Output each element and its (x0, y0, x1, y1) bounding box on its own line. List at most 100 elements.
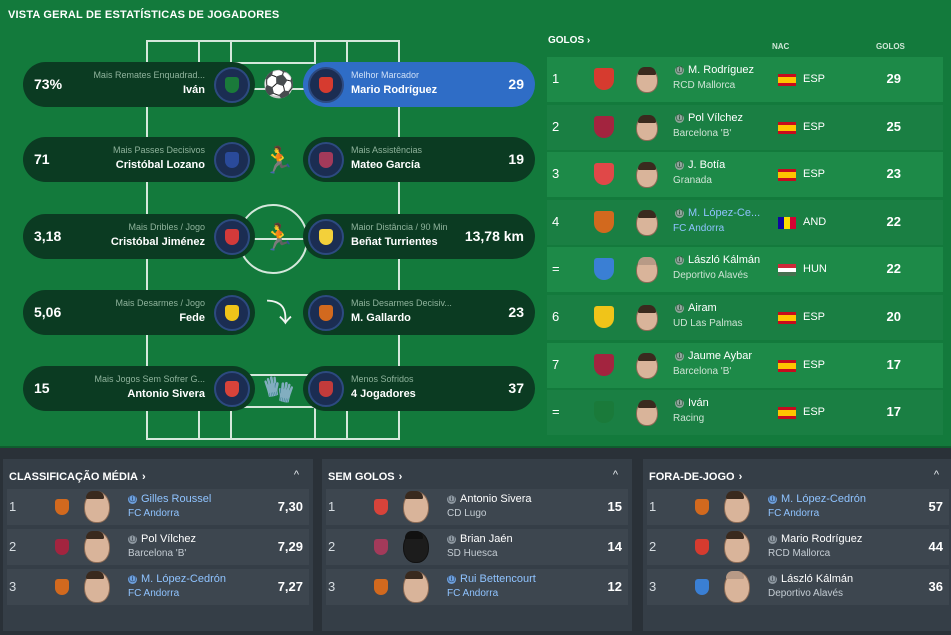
player-name-link[interactable]: ⓘ Pol Vílchez (675, 112, 743, 124)
leaderboard-row[interactable]: 3 ⓘ László Kálmán Deportivo Alavés 36 (647, 569, 949, 605)
player-name-link[interactable]: ⓘ László Kálmán (675, 254, 760, 266)
panel-title-link[interactable]: CLASSIFICAÇÃO MÉDIA › (9, 471, 146, 483)
club-name-link[interactable]: Deportivo Alavés (768, 588, 844, 599)
stat-player-name[interactable]: 4 Jogadores (351, 388, 416, 400)
stat-pill-right[interactable]: 23 Mais Desarmes Decisiv... M. Gallardo (303, 290, 535, 335)
player-name-link[interactable]: ⓘ László Kálmán (768, 573, 853, 585)
golos-table-row[interactable]: 4 ⓘ M. López-Ce... FC Andorra AND 22 (547, 199, 943, 245)
info-icon[interactable]: ⓘ (768, 495, 777, 504)
info-icon[interactable]: ⓘ (675, 161, 684, 171)
club-name-link[interactable]: Deportivo Alavés (673, 270, 749, 282)
club-name-link[interactable]: RCD Mallorca (768, 548, 831, 559)
player-name-link[interactable]: ⓘ Pol Vílchez (128, 533, 196, 545)
stat-pill-left[interactable]: 73% Mais Remates Enquadrad... Iván (23, 62, 255, 107)
stat-player-name[interactable]: Beñat Turrientes (351, 236, 438, 248)
leaderboard-row[interactable]: 3 ⓘ M. López-Cedrón FC Andorra 7,27 (7, 569, 309, 605)
club-name-link[interactable]: UD Las Palmas (673, 318, 743, 329)
stat-value: 73% (34, 76, 63, 92)
leaderboard-row[interactable]: 1 ⓘ Gilles Roussel FC Andorra 7,30 (7, 489, 309, 525)
info-icon[interactable]: ⓘ (128, 535, 137, 544)
info-icon[interactable]: ⓘ (675, 113, 684, 123)
stat-pill-left[interactable]: 71 Mais Passes Decisivos Cristóbal Lozano (23, 137, 255, 182)
golos-table-row[interactable]: 1 ⓘ M. Rodríguez RCD Mallorca ESP 29 (547, 57, 943, 102)
player-name-link[interactable]: ⓘ Antonio Sivera (447, 493, 532, 505)
collapse-panel-icon[interactable]: ^ (612, 469, 618, 481)
club-name-link[interactable]: FC Andorra (128, 508, 180, 519)
leaderboard-row[interactable]: 2 ⓘ Pol Vílchez Barcelona 'B' 7,29 (7, 529, 309, 565)
info-icon[interactable]: ⓘ (675, 351, 684, 361)
golos-table-row[interactable]: 2 ⓘ Pol Vílchez Barcelona 'B' ESP 25 (547, 104, 943, 150)
info-icon[interactable]: ⓘ (675, 399, 684, 409)
info-icon[interactable]: ⓘ (675, 256, 684, 266)
stat-player-name[interactable]: Mateo García (351, 159, 421, 171)
stat-player-name[interactable]: Cristóbal Lozano (115, 159, 205, 171)
golos-table-row[interactable]: 7 ⓘ Jaume Aybar Barcelona 'B' ESP 17 (547, 342, 943, 388)
golos-table-row[interactable]: = ⓘ László Kálmán Deportivo Alavés HUN 22 (547, 247, 943, 293)
golos-header-link[interactable]: GOLOS › (548, 35, 591, 46)
collapse-panel-icon[interactable]: ^ (933, 469, 939, 481)
panel-title-link[interactable]: SEM GOLOS › (328, 471, 402, 483)
stat-player-name[interactable]: Antonio Sivera (127, 388, 205, 400)
info-icon[interactable]: ⓘ (447, 535, 456, 544)
leaderboard-row[interactable]: 1 ⓘ Antonio Sivera CD Lugo 15 (326, 489, 628, 525)
player-name-text: Iván (688, 397, 709, 410)
stat-player-name[interactable]: Cristóbal Jiménez (110, 236, 205, 248)
club-name-link[interactable]: Barcelona 'B' (128, 548, 187, 559)
player-name-link[interactable]: ⓘ M. López-Cedrón (128, 573, 226, 585)
player-name-link[interactable]: ⓘ Brian Jaén (447, 533, 513, 545)
stat-pill-left[interactable]: 3,18 Mais Dribles / Jogo Cristóbal Jiménez (23, 214, 255, 259)
player-name-link[interactable]: ⓘ Gilles Roussel (128, 493, 211, 505)
info-icon[interactable]: ⓘ (128, 575, 137, 584)
player-name-link[interactable]: ⓘ Airam (675, 302, 717, 314)
player-name-link[interactable]: ⓘ M. Rodríguez (675, 64, 754, 76)
club-name-link[interactable]: RCD Mallorca (673, 80, 736, 91)
leaderboard-row[interactable]: 2 ⓘ Mario Rodríguez RCD Mallorca 44 (647, 529, 949, 565)
golos-table-row[interactable]: = ⓘ Iván Racing ESP 17 (547, 390, 943, 436)
stat-pill-right[interactable]: 19 Mais Assistências Mateo García (303, 137, 535, 182)
club-name-link[interactable]: Barcelona 'B' (673, 127, 732, 139)
stat-player-name[interactable]: M. Gallardo (351, 312, 411, 324)
info-icon[interactable]: ⓘ (675, 66, 684, 75)
collapse-panel-icon[interactable]: ^ (293, 469, 299, 481)
club-name-link[interactable]: FC Andorra (673, 222, 725, 234)
stat-pill-right[interactable]: 13,78 km Maior Distância / 90 Min Beñat Tu… (303, 214, 535, 259)
info-icon[interactable]: ⓘ (768, 535, 777, 544)
club-name-link[interactable]: SD Huesca (447, 548, 498, 559)
player-name-link[interactable]: ⓘ M. López-Ce... (675, 207, 760, 219)
info-icon[interactable]: ⓘ (447, 495, 456, 504)
golos-table-row[interactable]: 6 ⓘ Airam UD Las Palmas ESP 20 (547, 295, 943, 340)
stat-pill-right[interactable]: 29 Melhor Marcador Mario Rodríguez (303, 62, 535, 107)
club-name-link[interactable]: Granada (673, 175, 712, 187)
club-name-link[interactable]: FC Andorra (768, 508, 820, 519)
club-name-link[interactable]: Racing (673, 413, 705, 425)
golos-table-row[interactable]: 3 ⓘ J. Botía Granada ESP 23 (547, 152, 943, 198)
club-name-link[interactable]: Barcelona 'B' (673, 365, 732, 377)
leaderboard-row[interactable]: 2 ⓘ Brian Jaén SD Huesca 14 (326, 529, 628, 565)
leaderboard-row[interactable]: 3 ⓘ Rui Bettencourt FC Andorra 12 (326, 569, 628, 605)
chevron-right-icon: › (141, 471, 146, 483)
club-name-link[interactable]: FC Andorra (128, 588, 180, 599)
stat-pill-left[interactable]: 5,06 Mais Desarmes / Jogo Fede (23, 290, 255, 335)
stat-player-name[interactable]: Mario Rodríguez (351, 84, 438, 96)
info-icon[interactable]: ⓘ (128, 495, 137, 504)
player-name-link[interactable]: ⓘ Jaume Aybar (675, 350, 752, 362)
stat-pill-left[interactable]: 15 Mais Jogos Sem Sofrer G... Antonio Sive… (23, 366, 255, 411)
player-name-link[interactable]: ⓘ Mario Rodríguez (768, 533, 862, 545)
stat-player-name[interactable]: Iván (182, 84, 205, 96)
panel-title-link[interactable]: FORA-DE-JOGO › (649, 471, 742, 483)
info-icon[interactable]: ⓘ (675, 304, 684, 313)
player-name-link[interactable]: ⓘ Iván (675, 397, 709, 409)
info-icon[interactable]: ⓘ (675, 208, 684, 218)
nation-flag-icon (778, 264, 796, 277)
info-icon[interactable]: ⓘ (447, 575, 456, 584)
stat-player-name[interactable]: Fede (179, 312, 205, 324)
club-name-link[interactable]: FC Andorra (447, 588, 499, 599)
player-name-link[interactable]: ⓘ J. Botía (675, 159, 725, 171)
player-name-link[interactable]: ⓘ M. López-Cedrón (768, 493, 866, 505)
info-icon[interactable]: ⓘ (768, 575, 777, 584)
club-name-link[interactable]: CD Lugo (447, 508, 487, 519)
leaderboard-row[interactable]: 1 ⓘ M. López-Cedrón FC Andorra 57 (647, 489, 949, 525)
player-name-link[interactable]: ⓘ Rui Bettencourt (447, 573, 536, 585)
rank-position: 3 (328, 579, 336, 594)
stat-pill-right[interactable]: 37 Menos Sofridos 4 Jogadores (303, 366, 535, 411)
